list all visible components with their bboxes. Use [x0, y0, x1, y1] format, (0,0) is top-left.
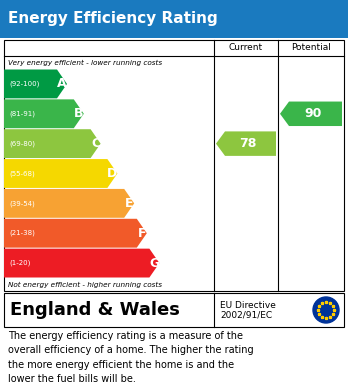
Text: Not energy efficient - higher running costs: Not energy efficient - higher running co… [8, 282, 162, 287]
Bar [4, 293, 344, 327]
Polygon shape [4, 159, 117, 188]
Text: B: B [74, 107, 84, 120]
Text: A: A [57, 77, 67, 90]
Text: (55-68): (55-68) [9, 170, 35, 177]
Text: C: C [91, 137, 100, 150]
Text: D: D [107, 167, 118, 180]
Text: G: G [149, 256, 159, 269]
Text: 2002/91/EC: 2002/91/EC [220, 310, 272, 319]
Polygon shape [4, 129, 101, 158]
Polygon shape [4, 99, 84, 128]
Polygon shape [4, 219, 147, 248]
Text: (21-38): (21-38) [9, 230, 35, 237]
Text: Current: Current [229, 43, 263, 52]
Text: (39-54): (39-54) [9, 200, 35, 206]
Circle shape [313, 297, 339, 323]
Bar [4, 40, 344, 291]
Text: (1-20): (1-20) [9, 260, 30, 266]
Text: The energy efficiency rating is a measure of the
overall efficiency of a home. T: The energy efficiency rating is a measur… [8, 331, 254, 384]
Text: Potential: Potential [291, 43, 331, 52]
Polygon shape [4, 189, 134, 218]
Bar [0, 0, 348, 38]
Text: Energy Efficiency Rating: Energy Efficiency Rating [8, 11, 218, 27]
Text: EU Directive: EU Directive [220, 301, 276, 310]
Text: (92-100): (92-100) [9, 81, 39, 87]
Polygon shape [216, 131, 276, 156]
Text: England & Wales: England & Wales [10, 301, 180, 319]
Text: E: E [125, 197, 133, 210]
Text: (81-91): (81-91) [9, 111, 35, 117]
Polygon shape [280, 102, 342, 126]
Text: F: F [137, 227, 146, 240]
Text: 78: 78 [239, 137, 257, 150]
Text: Very energy efficient - lower running costs: Very energy efficient - lower running co… [8, 59, 162, 66]
Text: (69-80): (69-80) [9, 140, 35, 147]
Polygon shape [4, 70, 67, 99]
Polygon shape [4, 249, 159, 278]
Text: 90: 90 [304, 107, 322, 120]
